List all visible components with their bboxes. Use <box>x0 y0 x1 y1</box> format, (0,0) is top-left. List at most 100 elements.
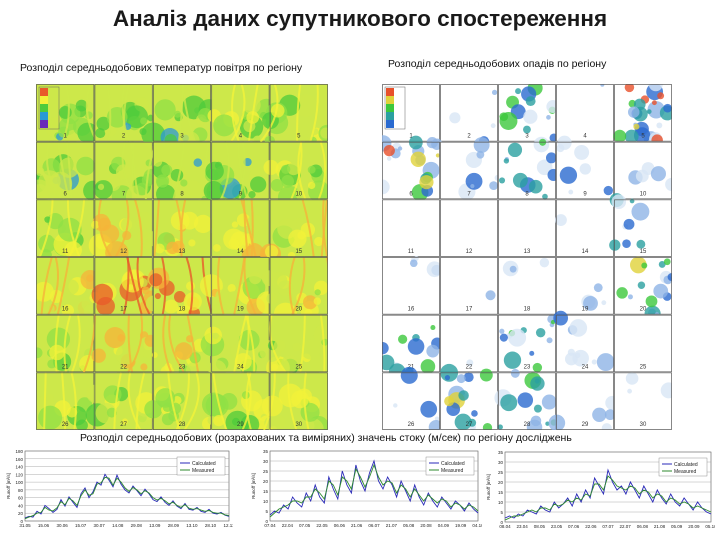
y-tick-label: 40 <box>18 503 24 508</box>
tile-label: 6 <box>64 191 68 197</box>
y-axis-label: Runoff [m³/s] <box>6 473 11 499</box>
tile-label: 27 <box>466 422 473 428</box>
x-tick-label: 19.09 <box>455 523 467 528</box>
x-tick-label: 15.07 <box>75 523 87 528</box>
map-tile: 17 <box>440 257 498 315</box>
series-calculated-line <box>269 459 479 516</box>
tile-label: 30 <box>295 422 302 428</box>
tile-label: 17 <box>120 307 127 313</box>
map-tile: 9 <box>203 141 272 203</box>
map-tile: 5 <box>259 84 328 146</box>
y-tick-label: 80 <box>18 488 24 493</box>
tile-label: 17 <box>466 307 473 313</box>
map-tile: 7 <box>93 141 159 207</box>
tile-label: 24 <box>237 364 244 370</box>
y-tick-label: 140 <box>15 465 23 470</box>
tile-label: 11 <box>62 249 69 255</box>
x-tick-label: 30.06 <box>56 523 68 528</box>
map-tile: 11 <box>382 199 440 257</box>
precipitation-caption: Розподіл середньодобових опадів по регіо… <box>388 58 607 70</box>
y-axis-label: Runoff [m³/s] <box>486 474 491 500</box>
color-legend <box>384 86 406 130</box>
runoff-caption: Розподіл середньодобових (розрахованих т… <box>80 432 572 444</box>
tile-label: 10 <box>640 191 647 197</box>
tile-label: 1 <box>64 134 68 140</box>
x-tick-label: 20.09 <box>688 524 700 529</box>
map-tile: 14 <box>555 199 614 257</box>
y-tick-label: 160 <box>15 457 23 462</box>
tile-label: 14 <box>582 249 589 255</box>
tile-label: 23 <box>524 364 531 370</box>
tile-label: 30 <box>640 422 647 428</box>
x-tick-label: 05.08 <box>403 523 415 528</box>
tile-label: 16 <box>408 307 415 313</box>
x-tick-label: 06.06 <box>334 523 346 528</box>
y-tick-label: 5 <box>265 509 268 514</box>
tile-label: 13 <box>524 249 531 255</box>
x-tick-label: 22.06 <box>585 524 597 529</box>
y-tick-label: 0 <box>500 520 503 525</box>
y-tick-label: 30 <box>263 459 269 464</box>
x-tick-label: 05.10 <box>705 524 715 529</box>
y-tick-label: 60 <box>18 496 24 501</box>
y-tick-label: 100 <box>15 480 23 485</box>
tile-label: 18 <box>524 307 531 313</box>
y-axis-label: Runoff [m³/s] <box>251 473 256 499</box>
map-tile: 4 <box>556 84 614 142</box>
tile-label: 19 <box>582 307 589 313</box>
x-tick-label: 22.05 <box>316 523 328 528</box>
tile-label: 5 <box>297 134 301 140</box>
y-tick-label: 35 <box>498 450 504 455</box>
map-tile: 19 <box>199 256 280 318</box>
y-tick-label: 25 <box>498 470 504 475</box>
x-tick-label: 04.09 <box>438 523 450 528</box>
legend-label: Calculated <box>441 461 465 467</box>
y-tick-label: 120 <box>15 472 23 477</box>
map-tile: 20 <box>261 256 328 327</box>
map-tile: 26 <box>382 366 444 430</box>
x-tick-label: 15.06 <box>38 523 50 528</box>
x-tick-label: 22.04 <box>282 523 294 528</box>
legend-label: Measured <box>441 468 463 474</box>
tile-label: 12 <box>466 249 473 255</box>
x-tick-label: 21.07 <box>386 523 398 528</box>
map-tile: 13 <box>498 199 556 257</box>
map-tile: 16 <box>382 256 443 315</box>
tile-label: 6 <box>409 191 413 197</box>
tile-label: 11 <box>408 249 415 255</box>
x-tick-label: 07.07 <box>602 524 614 529</box>
x-tick-label: 28.10 <box>205 523 217 528</box>
tile-label: 24 <box>582 364 589 370</box>
y-tick-label: 0 <box>20 519 23 524</box>
x-tick-label: 07.06 <box>568 524 580 529</box>
map-tile: 16 <box>36 256 100 319</box>
x-tick-label: 05.09 <box>671 524 683 529</box>
series-measured-line <box>504 475 712 521</box>
color-legend <box>38 86 60 130</box>
x-tick-label: 28.09 <box>168 523 180 528</box>
map-tile: 12 <box>88 199 153 265</box>
legend-label: Measured <box>674 469 696 475</box>
map-tile: 10 <box>614 141 672 200</box>
y-tick-label: 25 <box>263 469 269 474</box>
tile-label: 7 <box>122 191 126 197</box>
map-tile: 21 <box>382 314 444 381</box>
map-tile: 2 <box>94 84 155 142</box>
x-tick-label: 13.09 <box>149 523 161 528</box>
y-tick-label: 15 <box>263 489 269 494</box>
series-calculated-line <box>504 468 712 519</box>
map-tile: 18 <box>498 257 556 315</box>
tile-label: 21 <box>62 364 69 370</box>
x-tick-label: 20.08 <box>420 523 432 528</box>
tile-label: 28 <box>524 422 531 428</box>
y-tick-label: 20 <box>18 511 24 516</box>
map-tile: 19 <box>556 257 614 315</box>
legend-label: Measured <box>192 468 214 474</box>
map-tile: 8 <box>144 141 214 204</box>
tile-label: 3 <box>525 134 529 140</box>
map-tile: 6 <box>382 135 443 201</box>
y-tick-label: 10 <box>498 500 504 505</box>
x-tick-label: 13.10 <box>186 523 198 528</box>
